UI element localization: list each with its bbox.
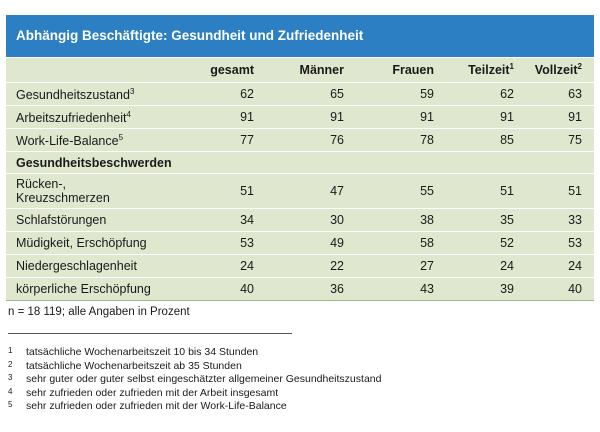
cell-value: 53: [526, 231, 594, 255]
row-label: Work-Life-Balance5: [6, 128, 171, 152]
cell-value: 91: [446, 105, 526, 129]
footnote: 5 sehr zufrieden oder zufrieden mit der W…: [8, 400, 381, 414]
cell-value: 59: [356, 82, 446, 106]
cell-value: 77: [171, 128, 266, 152]
header-empty: [6, 58, 171, 83]
row-label: Müdigkeit, Erschöpfung: [6, 231, 171, 255]
footnote-text: sehr zufrieden oder zufrieden mit der Ar…: [26, 386, 279, 399]
footnote-number: 1: [8, 346, 13, 355]
footnote-number: 4: [8, 386, 13, 396]
row-label: Rücken-, Kreuzschmerzen: [6, 173, 171, 209]
cell-value: 85: [446, 128, 526, 152]
table-title: Abhängig Beschäftigte: Gesundheit und Zu…: [6, 15, 594, 57]
footnote-number: 2: [8, 359, 13, 369]
cell-value: 65: [266, 82, 356, 106]
cell-value: 33: [526, 208, 594, 232]
header-maenner: Männer: [266, 58, 356, 83]
cell-value: 24: [171, 254, 266, 278]
cell-value: 53: [171, 231, 266, 255]
table-row: Gesundheitszustand3 62 65 59 62 63: [6, 82, 594, 106]
footnote: 2 tatsächliche Wochenarbeitszeit ab 35 St…: [8, 360, 381, 374]
footnote-text: tatsächliche Wochenarbeitszeit 10 bis 34…: [26, 346, 259, 358]
header-frauen: Frauen: [356, 58, 446, 83]
cell-value: 52: [446, 231, 526, 255]
cell-value: 27: [356, 254, 446, 278]
cell-value: 43: [356, 277, 446, 301]
cell-value: 75: [526, 128, 594, 152]
sample-note: n = 18 119; alle Angaben in Prozent: [8, 306, 190, 318]
row-label: körperliche Erschöpfung: [6, 277, 171, 301]
cell-value: 76: [266, 128, 356, 152]
cell-value: 22: [266, 254, 356, 278]
cell-value: 39: [446, 277, 526, 301]
cell-value: 55: [356, 173, 446, 209]
footnote-text: tatsächliche Wochenarbeitszeit ab 35 Stu…: [26, 359, 242, 372]
row-label: Schlafstörungen: [6, 208, 171, 232]
row-label: Niedergeschlagenheit: [6, 254, 171, 278]
cell-value: 36: [266, 277, 356, 301]
cell-value: 34: [171, 208, 266, 232]
footnote: 4 sehr zufrieden oder zufrieden mit der A…: [8, 387, 381, 401]
header-row: gesamt Männer Frauen Teilzeit1 Vollzeit2: [6, 58, 594, 83]
cell-value: 47: [266, 173, 356, 209]
cell-value: 38: [356, 208, 446, 232]
footnote: 3 sehr guter oder guter selbst eingeschät…: [8, 373, 381, 387]
cell-value: 91: [171, 105, 266, 129]
table-row: körperliche Erschöpfung 40 36 43 39 40: [6, 277, 594, 301]
cell-value: 24: [446, 254, 526, 278]
cell-value: 91: [526, 105, 594, 129]
cell-value: 78: [356, 128, 446, 152]
data-table: gesamt Männer Frauen Teilzeit1 Vollzeit2…: [6, 58, 594, 301]
section-title: Gesundheitsbeschwerden: [6, 151, 594, 174]
table-row: Schlafstörungen 34 30 38 35 33: [6, 208, 594, 232]
cell-value: 24: [526, 254, 594, 278]
cell-value: 51: [171, 173, 266, 209]
footnotes: 1 tatsächliche Wochenarbeitszeit 10 bis 3…: [8, 346, 381, 414]
section-header: Gesundheitsbeschwerden: [6, 151, 594, 174]
table-row: Müdigkeit, Erschöpfung 53 49 58 52 53: [6, 231, 594, 255]
header-vollzeit: Vollzeit2: [526, 58, 594, 83]
table-row: Rücken-, Kreuzschmerzen 51 47 55 51 51: [6, 173, 594, 209]
cell-value: 91: [266, 105, 356, 129]
cell-value: 35: [446, 208, 526, 232]
row-label: Arbeitszufriedenheit4: [6, 105, 171, 129]
cell-value: 49: [266, 231, 356, 255]
cell-value: 30: [266, 208, 356, 232]
footnote-text: sehr zufrieden oder zufrieden mit der Wo…: [26, 400, 287, 412]
cell-value: 62: [171, 82, 266, 106]
cell-value: 40: [526, 277, 594, 301]
header-gesamt: gesamt: [171, 58, 266, 83]
table-row: Work-Life-Balance5 77 76 78 85 75: [6, 128, 594, 152]
header-teilzeit: Teilzeit1: [446, 58, 526, 83]
cell-value: 40: [171, 277, 266, 301]
cell-value: 91: [356, 105, 446, 129]
footnote-number: 5: [8, 400, 13, 409]
footnote: 1 tatsächliche Wochenarbeitszeit 10 bis 3…: [8, 346, 381, 360]
table-row: Arbeitszufriedenheit4 91 91 91 91 91: [6, 105, 594, 129]
cell-value: 62: [446, 82, 526, 106]
cell-value: 58: [356, 231, 446, 255]
footnote-text: sehr guter oder guter selbst eingeschätz…: [26, 373, 382, 385]
cell-value: 51: [446, 173, 526, 209]
cell-value: 51: [526, 173, 594, 209]
row-label: Gesundheitszustand3: [6, 82, 171, 106]
table-row: Niedergeschlagenheit 24 22 27 24 24: [6, 254, 594, 278]
footnote-divider: [8, 333, 292, 334]
footnote-number: 3: [8, 373, 13, 382]
cell-value: 63: [526, 82, 594, 106]
